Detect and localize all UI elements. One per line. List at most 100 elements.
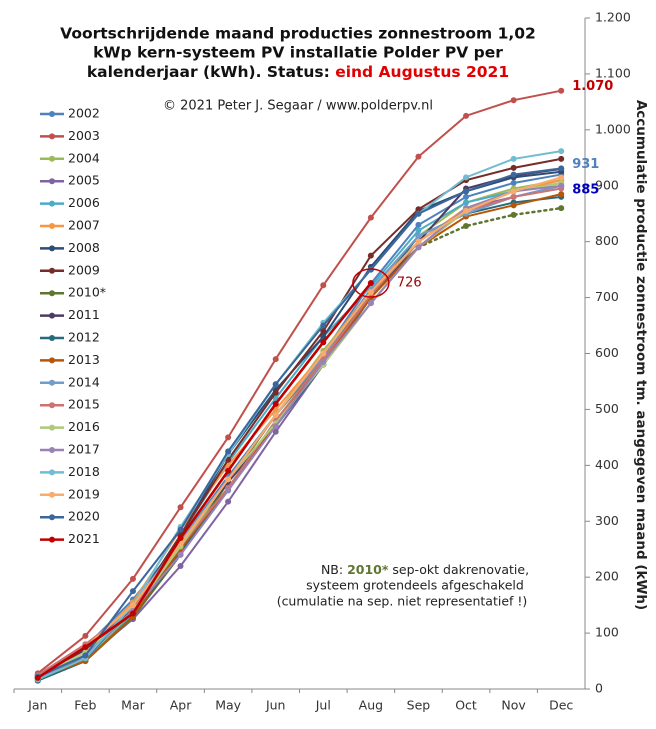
series-marker (225, 498, 232, 505)
series-marker (510, 171, 517, 178)
subtitle: © 2021 Peter J. Segaar / www.polderpv.nl (163, 99, 433, 114)
series-marker (129, 575, 136, 582)
y-tick-label: 400 (595, 457, 619, 472)
x-tick-label: Nov (501, 698, 526, 713)
note-text: sep-okt dakrenovatie, (388, 562, 529, 577)
y-tick-label: 300 (595, 513, 619, 528)
note: (cumulatie na sep. niet representatief !… (277, 594, 528, 609)
series-marker (463, 112, 470, 119)
legend-label: 2002 (68, 106, 100, 121)
legend-label: 2020 (68, 509, 100, 524)
legend-marker (49, 290, 55, 297)
legend-marker (49, 111, 55, 117)
legend-marker (49, 536, 55, 543)
y-tick-label: 700 (595, 289, 619, 304)
x-tick-label: Jan (27, 698, 47, 713)
series-line (37, 282, 372, 679)
title-line: Voortschrijdende maand producties zonnes… (60, 25, 536, 43)
y-axis-label: Accumulatie productie zonnestroom tm. aa… (633, 100, 649, 610)
legend-label: 2013 (68, 352, 100, 367)
series-marker (320, 333, 327, 340)
annotation: 726 (397, 276, 422, 291)
series-marker (415, 210, 422, 217)
note-highlight: 2010* (347, 562, 389, 577)
series-marker (272, 381, 279, 388)
series-marker (463, 174, 470, 181)
legend-marker (49, 447, 55, 453)
y-tick-label: 600 (595, 345, 619, 360)
series-marker (510, 97, 517, 104)
legend-marker (49, 514, 55, 521)
legend-label: 2021 (68, 531, 100, 546)
series-marker (82, 652, 89, 659)
series-marker (82, 632, 89, 639)
series-marker (463, 199, 470, 206)
x-tick-label: Mar (121, 698, 145, 713)
legend-marker (49, 267, 55, 274)
series-marker (463, 207, 470, 214)
series-line (37, 181, 562, 682)
series-marker (272, 400, 279, 407)
note: systeem grotendeels afgeschakeld (306, 578, 524, 593)
y-tick-label: 100 (595, 625, 619, 640)
series-marker (510, 155, 517, 162)
legend-marker (49, 335, 55, 341)
series-marker (225, 448, 232, 455)
y-tick-label: 1.100 (595, 65, 631, 80)
series-marker (177, 551, 184, 558)
annotation: 1.070 (572, 79, 613, 94)
series-marker (129, 610, 136, 617)
series-marker (177, 535, 184, 542)
series-marker (558, 182, 565, 189)
legend-label: 2015 (68, 397, 100, 412)
series-marker (367, 214, 374, 221)
series-marker (177, 562, 184, 569)
legend-marker (49, 424, 55, 431)
legend-label: 2014 (68, 374, 100, 389)
x-tick-label: Jun (265, 698, 286, 713)
series-marker (225, 467, 232, 474)
series-marker (415, 233, 422, 240)
legend-marker (49, 469, 55, 476)
x-tick-label: May (215, 698, 241, 713)
legend-marker (49, 379, 55, 386)
series-line (37, 176, 562, 679)
series-marker (415, 244, 422, 251)
series-marker (320, 358, 327, 365)
note-prefix: NB: (321, 562, 347, 577)
series-marker (177, 526, 184, 533)
x-tick-label: Aug (359, 698, 383, 713)
title-status: eind Augustus 2021 (335, 63, 509, 81)
legend-label: 2004 (68, 150, 100, 165)
legend-label: 2011 (68, 307, 100, 322)
legend-marker (49, 178, 55, 185)
series-marker (320, 282, 327, 289)
series-marker (558, 148, 565, 155)
series-marker (272, 356, 279, 363)
series-marker (510, 202, 517, 209)
legend-label: 2009 (68, 262, 100, 277)
series-marker (415, 206, 422, 213)
series-marker (272, 395, 279, 402)
series-line (37, 89, 562, 675)
series-marker (510, 188, 517, 195)
y-tick-label: 200 (595, 569, 619, 584)
series-line (417, 206, 563, 249)
series-marker (320, 350, 327, 357)
series-marker (463, 188, 470, 195)
series-marker (367, 300, 374, 307)
series-line (37, 167, 562, 678)
series-marker (558, 87, 565, 94)
series-marker (415, 238, 422, 245)
highlight-ring (352, 268, 390, 298)
legend-label: 2008 (68, 240, 100, 255)
legend-label: 2019 (68, 486, 100, 501)
series-marker (510, 193, 517, 200)
series-marker (463, 223, 470, 230)
title-line: kalenderjaar (kWh). Status: (87, 63, 335, 81)
x-tick-label: Oct (455, 698, 477, 713)
series-marker (320, 339, 327, 346)
series-marker (367, 288, 374, 295)
series-marker (558, 155, 565, 162)
y-tick-label: 500 (595, 401, 619, 416)
